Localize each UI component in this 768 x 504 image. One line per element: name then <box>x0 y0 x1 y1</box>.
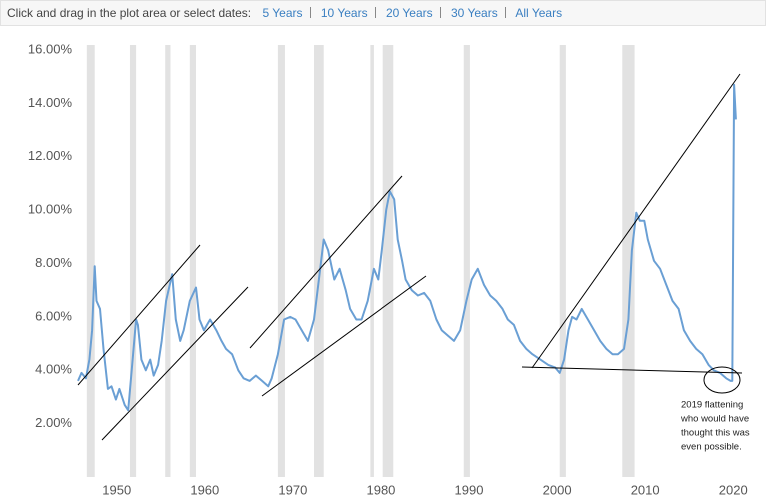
annotation: 2019 flattening who would have thought thi… <box>680 400 750 453</box>
recession-band <box>463 45 470 477</box>
separator <box>504 7 506 18</box>
recession-band <box>165 45 171 477</box>
y-tick-label: 2.00% <box>35 415 72 430</box>
x-tick-label: 2010 <box>631 482 660 497</box>
x-tick-label: 1960 <box>190 482 219 497</box>
recession-band <box>189 45 197 477</box>
recession-bands <box>86 45 635 477</box>
trend-line <box>531 73 741 369</box>
recession-band <box>559 45 566 477</box>
prompt: Click and drag in the plot area or selec… <box>7 6 252 20</box>
y-tick-label: 8.00% <box>35 255 72 270</box>
recession-band <box>622 45 635 477</box>
annotation-line: who would have <box>680 414 749 425</box>
separator <box>439 7 441 18</box>
trend-line <box>77 244 201 386</box>
range-link[interactable]: 10 Years <box>320 6 368 20</box>
recession-band <box>370 45 374 477</box>
trend-lines <box>77 73 743 441</box>
toolbar: Click and drag in the plot area or selec… <box>0 0 766 26</box>
range-link[interactable]: 5 Years <box>262 6 303 20</box>
trend-line <box>261 275 427 397</box>
y-tick-label: 16.00% <box>28 41 73 56</box>
y-tick-label: 14.00% <box>28 95 73 110</box>
recession-band <box>382 45 394 477</box>
x-tick-label: 2020 <box>719 482 748 497</box>
x-tick-label: 1970 <box>278 482 307 497</box>
annotation-line: even possible. <box>681 442 742 453</box>
annotation-line: 2019 flattening <box>681 400 743 411</box>
separator <box>309 7 311 18</box>
trend-line <box>249 175 403 349</box>
trend-line <box>521 366 743 374</box>
range-link[interactable]: 20 Years <box>385 6 433 20</box>
y-tick-label: 4.00% <box>35 362 72 377</box>
range-link[interactable]: 30 Years <box>451 6 498 20</box>
y-tick-label: 6.00% <box>35 308 72 323</box>
recession-band <box>129 45 137 477</box>
y-tick-label: 10.00% <box>28 202 73 217</box>
data-line <box>77 83 737 412</box>
recession-band <box>277 45 285 477</box>
recession-band <box>86 45 95 477</box>
highlight-circle <box>703 366 741 394</box>
x-tick-label: 2000 <box>543 482 572 497</box>
x-tick-label: 1950 <box>102 482 131 497</box>
x-tick-label: 1990 <box>455 482 484 497</box>
separator <box>374 7 376 18</box>
range-link[interactable]: All Years <box>515 6 563 20</box>
y-tick-label: 12.00% <box>28 148 73 163</box>
trend-line <box>101 286 249 441</box>
annotation-line: thought this was <box>681 428 750 439</box>
x-tick-label: 1980 <box>366 482 395 497</box>
recession-band <box>314 45 324 477</box>
plot <box>77 83 737 412</box>
